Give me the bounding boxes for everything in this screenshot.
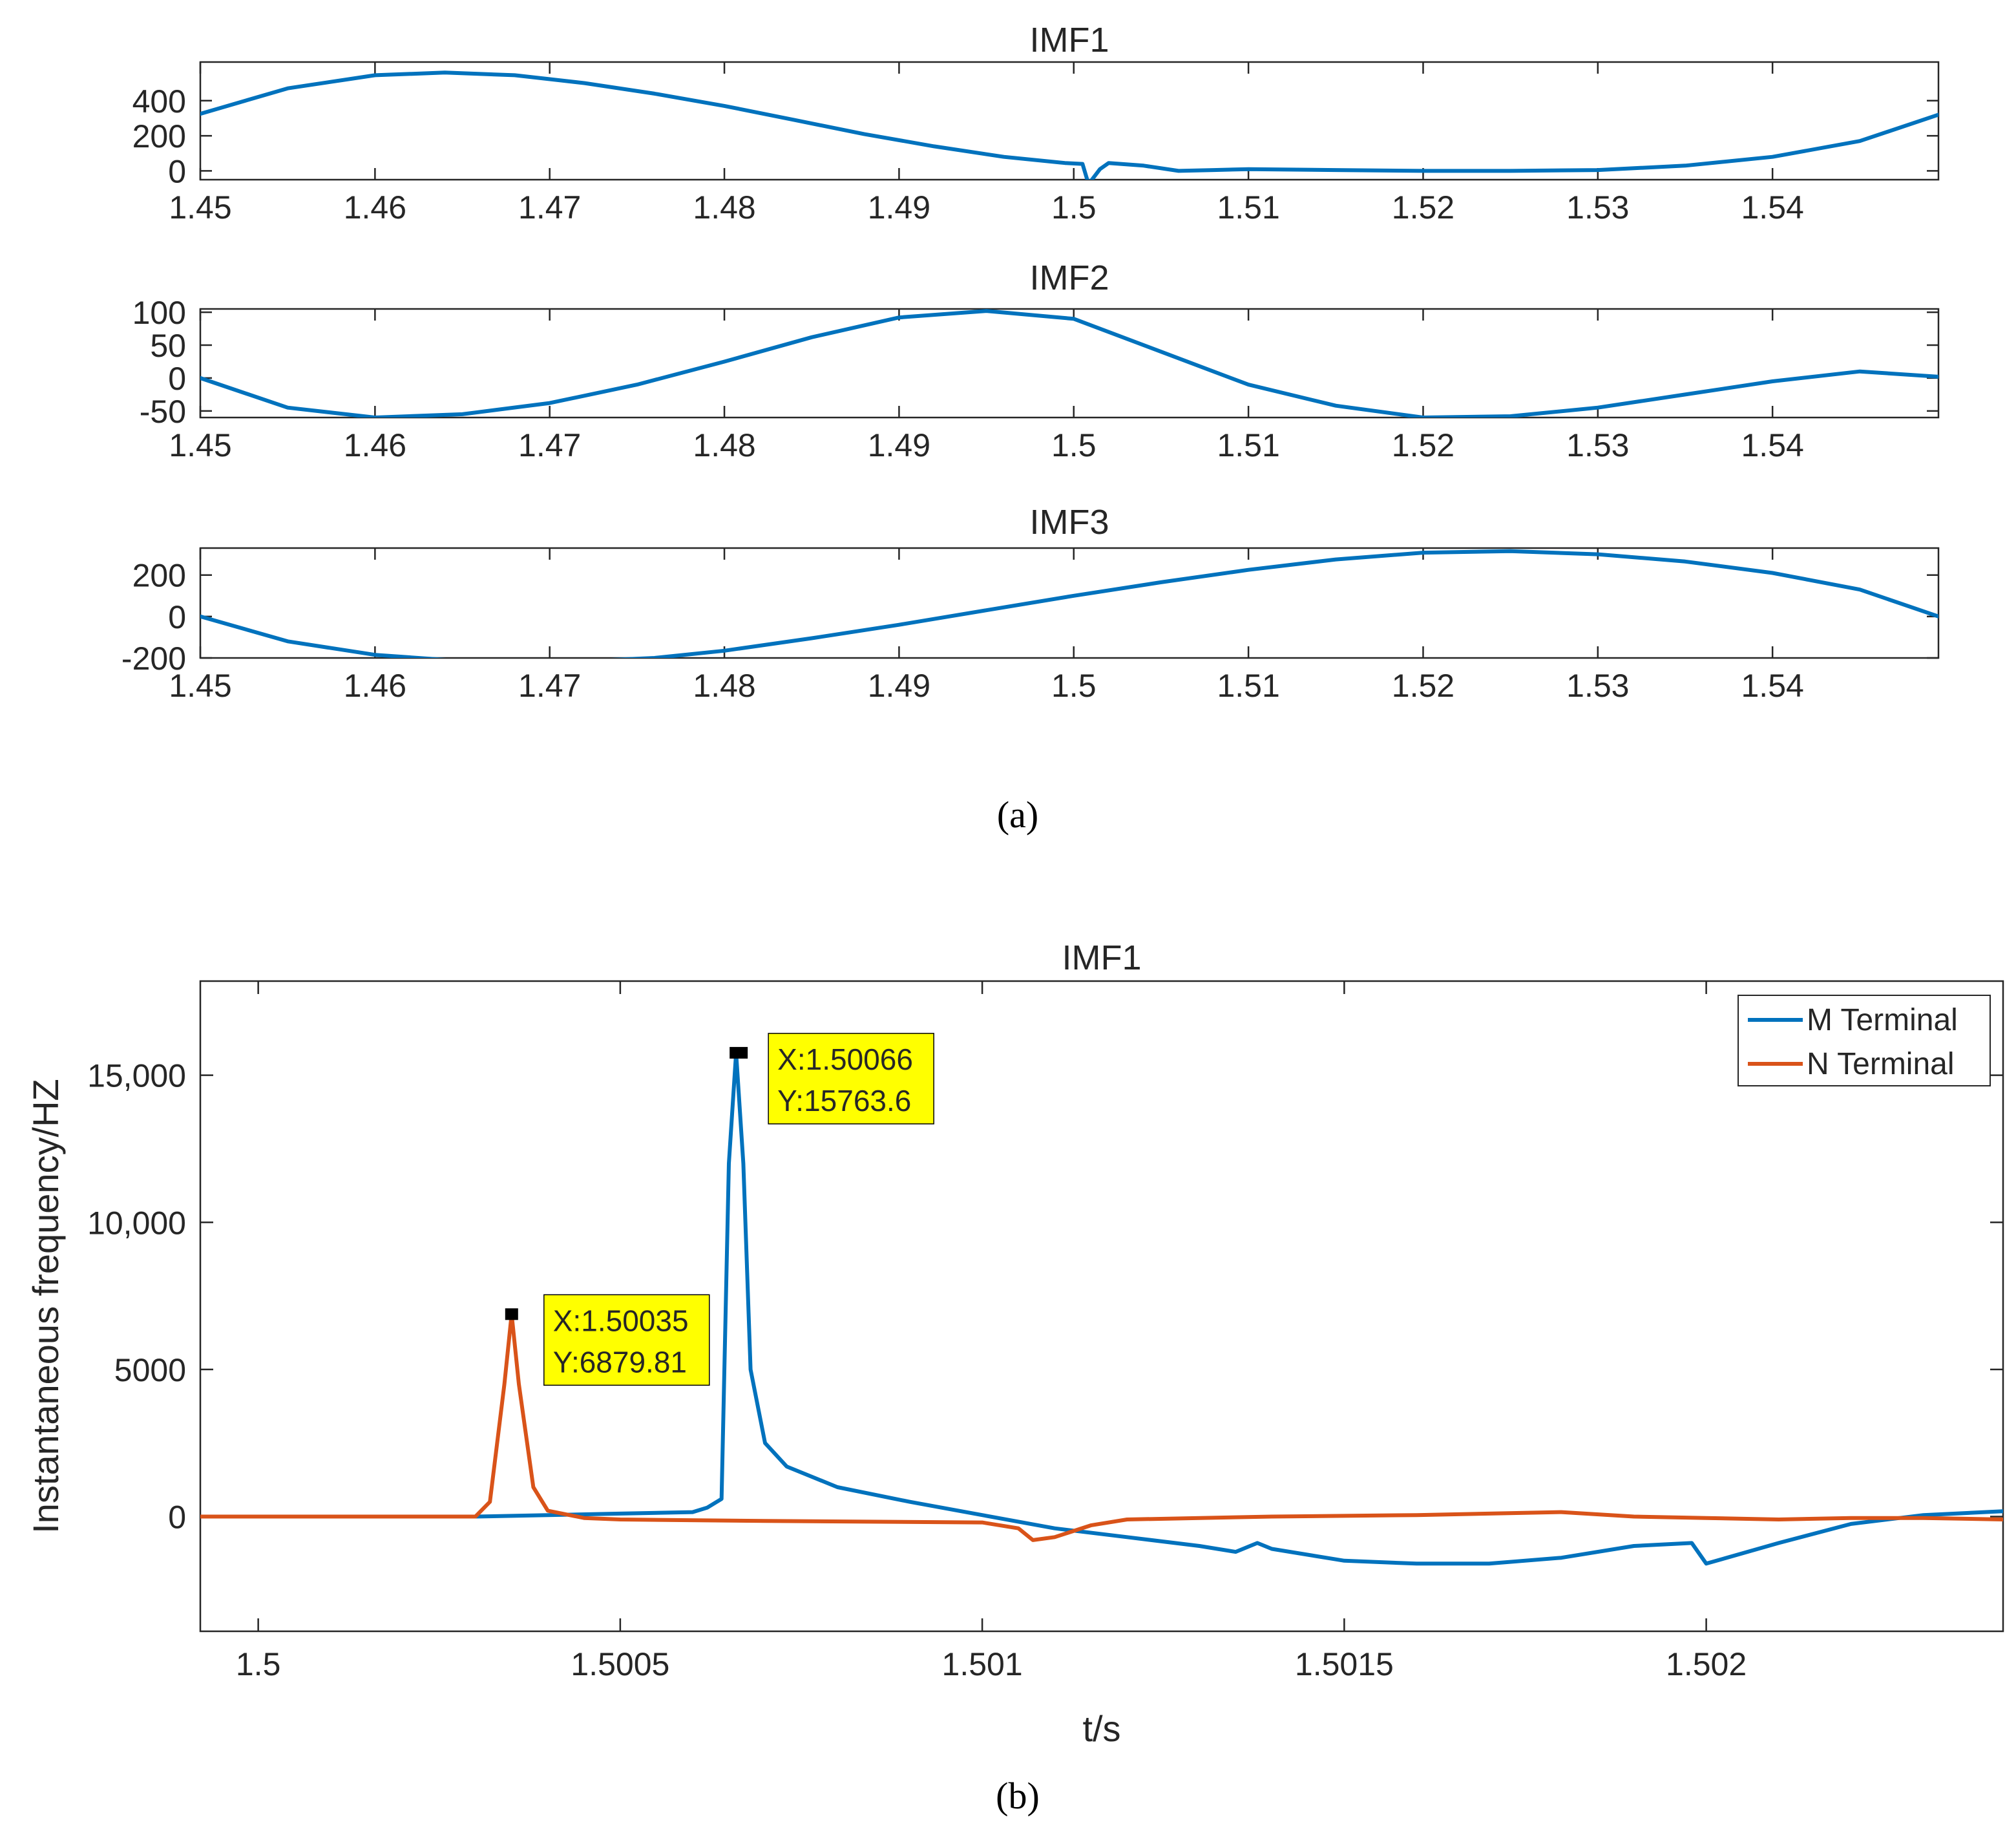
x-tick-label: 1.54 [1741, 189, 1804, 226]
x-tick-label: 1.52 [1392, 189, 1454, 226]
y-tick-label: 0 [168, 1499, 186, 1535]
y-tick-label: 0 [168, 153, 186, 189]
x-tick-label: 1.5 [236, 1646, 281, 1682]
series-line-imf3 [200, 549, 1938, 658]
y-tick-label: 0 [168, 599, 186, 635]
datatip-text: X:1.50035 [553, 1304, 689, 1337]
y-tick-label: 200 [132, 118, 186, 154]
y-tick-label: 15,000 [87, 1058, 186, 1094]
axes-box [199, 980, 2004, 1633]
x-tick-label: 1.53 [1566, 427, 1629, 463]
datatip-text: X:1.50066 [777, 1043, 913, 1076]
datatip-marker [730, 1046, 748, 1059]
axes-box [199, 547, 1940, 659]
x-tick-label: 1.48 [693, 668, 755, 704]
legend-box [1738, 995, 1991, 1086]
x-tick-label: 1.52 [1392, 427, 1454, 463]
x-tick-label: 1.51 [1217, 189, 1279, 226]
datatip-text: Y:6879.81 [553, 1345, 687, 1379]
x-tick-label: 1.48 [693, 189, 755, 226]
x-tick-label: 1.46 [344, 189, 406, 226]
legend-label-m-terminal: M Terminal [1807, 1003, 1958, 1037]
x-tick-label: 1.502 [1666, 1646, 1747, 1682]
chart-title: IMF1 [1062, 938, 1141, 977]
imf2-axes: IMF2 1.45 1.46 1.47 1.48 1.49 1.5 1.51 1.52 1.53 1… [132, 259, 1940, 463]
axes-box [199, 61, 1940, 181]
x-tick-label: 1.51 [1217, 668, 1279, 704]
y-tick-label: 0 [168, 361, 186, 397]
x-tick-label: 1.52 [1392, 668, 1454, 704]
chart-title: IMF3 [1029, 503, 1109, 542]
x-tick-label: 1.46 [344, 427, 406, 463]
imf3-axes: IMF3 1.45 1.46 1.47 1.48 1.49 1.5 1.51 1.52 1.53 1… [121, 503, 1940, 704]
caption-b: (b) [996, 1775, 1040, 1817]
x-tick-label: 1.53 [1566, 189, 1629, 226]
instantaneous-frequency-axes: IMF1 1.5 1.5005 1.501 1.5015 1.502 0 5000 10,000… [25, 938, 2004, 1749]
datatip-marker [505, 1308, 518, 1320]
x-tick-label: 1.5 [1051, 668, 1097, 704]
x-tick-label: 1.54 [1741, 427, 1804, 463]
datatip-box [768, 1033, 934, 1125]
chart-title: IMF1 [1029, 21, 1109, 59]
datatip-box [543, 1294, 710, 1386]
x-tick-label: 1.45 [169, 189, 231, 226]
y-tick-label: 5000 [114, 1352, 186, 1388]
y-tick-label: -200 [121, 640, 186, 677]
axes-box [199, 308, 1940, 419]
x-tick-label: 1.46 [344, 668, 406, 704]
x-axis-label: t/s [1082, 1708, 1120, 1749]
x-tick-label: 1.47 [518, 668, 581, 704]
x-tick-label: 1.48 [693, 427, 755, 463]
y-tick-label: 400 [132, 83, 186, 120]
x-tick-label: 1.5 [1051, 427, 1097, 463]
caption-a: (a) [997, 794, 1038, 836]
y-tick-label: 100 [132, 295, 186, 331]
legend-label-n-terminal: N Terminal [1807, 1047, 1955, 1081]
y-tick-label: 200 [132, 558, 186, 594]
x-tick-label: 1.47 [518, 189, 581, 226]
chart-title: IMF2 [1029, 259, 1109, 297]
imf1-top-axes: IMF1 1.45 1.46 1.47 1.48 1.49 1.5 1.51 1.52 1.53 1… [132, 21, 1940, 226]
x-tick-label: 1.49 [868, 189, 930, 226]
y-tick-label: 50 [150, 328, 186, 364]
y-axis-label: Instantaneous frequency/HZ [25, 1079, 66, 1534]
series-line-imf2 [200, 309, 1938, 418]
datatip-text: Y:15763.6 [777, 1084, 911, 1117]
x-tick-label: 1.49 [868, 427, 930, 463]
y-tick-label: -50 [140, 394, 186, 430]
x-tick-label: 1.49 [868, 668, 930, 704]
series-line-n-terminal [200, 1312, 2003, 1542]
x-tick-label: 1.5005 [571, 1646, 669, 1682]
x-tick-label: 1.51 [1217, 427, 1279, 463]
x-tick-label: 1.45 [169, 427, 231, 463]
x-tick-label: 1.45 [169, 668, 231, 704]
x-tick-label: 1.5015 [1295, 1646, 1394, 1682]
x-tick-label: 1.501 [942, 1646, 1023, 1682]
series-line-m-terminal [200, 1050, 2003, 1566]
x-tick-label: 1.47 [518, 427, 581, 463]
x-tick-label: 1.5 [1051, 189, 1097, 226]
x-tick-label: 1.53 [1566, 668, 1629, 704]
y-tick-label: 10,000 [87, 1205, 186, 1241]
x-tick-label: 1.54 [1741, 668, 1804, 704]
series-line-imf1 [200, 70, 1938, 180]
